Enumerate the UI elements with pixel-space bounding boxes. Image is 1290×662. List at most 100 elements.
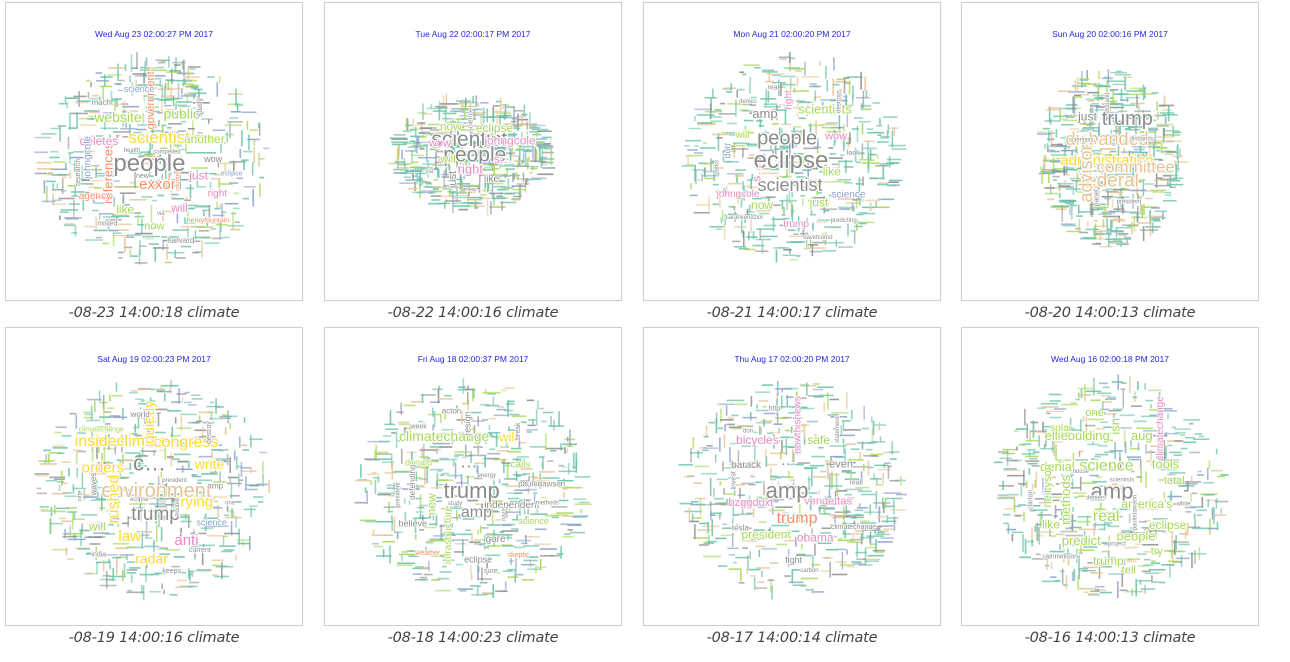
cloud-word: climatechange <box>831 524 876 531</box>
wordcloud-thumbnail[interactable]: Tue Aug 22 02:00:17 PM 2017 people scienti… <box>324 2 622 301</box>
cloud-word: trump <box>131 504 180 525</box>
cloud-timestamp: Tue Aug 22 02:00:17 PM 2017 <box>415 29 531 39</box>
cloud-word: rainnwilson <box>1043 553 1078 560</box>
cloud-word: misled <box>97 221 117 228</box>
word-cloud: amp science real ellieoulding aug methods amer… <box>993 374 1229 598</box>
cloud-word: real <box>768 84 780 91</box>
cloud-word: via <box>426 169 434 175</box>
cloud-word: government <box>145 71 157 129</box>
cloud-word: davidcornd <box>803 235 832 241</box>
cloud-word: just <box>809 195 829 209</box>
cloud-word: neiltyson <box>1042 464 1054 507</box>
cloud-word: deniers <box>1086 495 1106 501</box>
cloud-word: house <box>1073 469 1090 475</box>
cloud-word: johngcole <box>716 189 760 200</box>
cloud-word: advisory <box>1076 135 1096 202</box>
cloud-word: solar <box>1050 423 1072 434</box>
cloud-filler-words <box>678 381 907 600</box>
wordcloud-thumbnail[interactable]: Wed Aug 16 02:00:18 PM 2017 amp science rea… <box>961 327 1259 626</box>
cloud-word: now <box>751 198 773 212</box>
cloud-word: independent <box>484 500 539 511</box>
cloud-word: now <box>144 220 164 232</box>
cloud-word: tesla <box>732 523 749 532</box>
cloud-word: infrastructure <box>443 505 454 564</box>
cloud-word: science <box>1079 457 1133 474</box>
cloud-word: just <box>188 168 208 182</box>
cloud-word: study <box>195 98 204 117</box>
cloud-word: acton <box>442 407 462 416</box>
cloud-word: science <box>831 189 865 200</box>
cloud-caption: -08-22 14:00:16 climate <box>387 305 559 321</box>
cloud-word: amp <box>461 504 492 521</box>
cloud-word: one <box>1085 407 1103 419</box>
cloud-word: science <box>468 108 475 132</box>
cloud-word: real <box>1093 508 1120 525</box>
cloud-filler-words <box>993 374 1229 598</box>
cloud-word: scientist <box>431 128 507 151</box>
cloud-filler-words <box>1036 69 1189 248</box>
cloud-word: climatechange <box>399 428 489 444</box>
cloud-word: s… <box>494 152 512 166</box>
cloud-word: destroy <box>206 421 213 444</box>
cloud-word: wow <box>824 130 847 142</box>
cloud-word: website <box>93 109 142 125</box>
wordcloud-thumbnail[interactable]: Fri Aug 18 02:00:37 PM 2017 trump … amp clim… <box>324 327 622 626</box>
cloud-word: rushed <box>106 475 123 524</box>
cloud-word: law <box>118 528 141 545</box>
cloud-word: invest <box>730 471 737 489</box>
cloud-filler-words <box>34 52 270 265</box>
cloud-word: trying <box>176 494 213 511</box>
cloud-word: even <box>829 459 853 471</box>
cloud-word: much <box>91 98 111 107</box>
cloud-filler-words <box>681 51 907 263</box>
cloud-word: tell <box>1122 565 1136 577</box>
cloud-word: sure <box>484 568 498 575</box>
cloud-timestamp: Thu Aug 17 02:00:20 PM 2017 <box>734 354 850 364</box>
cloud-word: defending <box>408 465 417 500</box>
wordcloud-thumbnail[interactable]: Wed Aug 23 02:00:27 PM 2017 people scienti… <box>5 2 303 301</box>
cloud-word: rate <box>77 490 83 501</box>
cloud-word: bzggduxt <box>728 497 773 509</box>
cloud-word: trouble <box>175 497 181 516</box>
cloud-word: eclipse <box>464 555 492 565</box>
cloud-caption: -08-20 14:00:13 climate <box>1024 305 1196 321</box>
cloud-word: methods <box>536 501 559 507</box>
cloud-word: administration <box>1060 152 1153 169</box>
cloud-word: wow <box>428 138 451 150</box>
cloud-word: harvard <box>167 236 194 245</box>
cloud-timestamp: Sun Aug 20 02:00:16 PM 2017 <box>1052 29 1168 39</box>
cloud-word: gore <box>486 534 506 545</box>
cloud-word: sarahkendzior <box>726 215 764 221</box>
cloud-word: predict <box>1062 533 1101 548</box>
cloud-word: project <box>1108 542 1126 548</box>
cloud-word: now <box>440 120 462 134</box>
cloud-word: references <box>100 142 115 204</box>
cloud-word: predicting <box>831 218 857 224</box>
cloud-word: america's <box>1121 497 1172 511</box>
cloud-word: week <box>409 423 427 430</box>
cloud-word: destroys <box>837 90 843 113</box>
cloud-timestamp: Wed Aug 16 02:00:18 PM 2017 <box>1051 354 1169 364</box>
cloud-word: look <box>847 150 860 157</box>
word-cloud: amp … trump bicycles safe bzggduxt vendettas pr… <box>678 381 907 600</box>
cloud-word: insideclimate <box>75 433 168 450</box>
cloud-timestamp: Fri Aug 18 02:00:37 PM 2017 <box>417 354 529 364</box>
wordcloud-thumbnail[interactable]: Mon Aug 21 02:00:20 PM 2017 eclipse people… <box>643 2 941 301</box>
word-cloud: people scientist exxon website public referen… <box>34 52 270 265</box>
cloud-word: will <box>439 153 455 165</box>
cloud-word: vendettas <box>804 495 852 507</box>
cloud-caption: -08-16 14:00:13 climate <box>1024 630 1196 646</box>
wordcloud-thumbnail[interactable]: Thu Aug 17 02:00:20 PM 2017 amp … trump bicy… <box>643 327 941 626</box>
cloud-filler-words <box>388 93 556 216</box>
cloud-word: congress <box>154 434 219 451</box>
cloud-word: compelled <box>153 149 180 155</box>
cloud-word: donald <box>405 457 432 467</box>
cloud-word: carbon <box>800 568 818 574</box>
cloud-filler-words <box>354 378 592 599</box>
cloud-word: environment <box>101 480 212 502</box>
wordcloud-thumbnail[interactable]: Sun Aug 20 02:00:16 PM 2017 administratio… <box>961 2 1259 301</box>
cloud-word: resign <box>463 411 473 436</box>
wordcloud-thumbnail[interactable]: Sat Aug 19 02:00:23 PM 2017 environment c…… <box>5 327 303 626</box>
cloud-word: via <box>157 211 165 217</box>
